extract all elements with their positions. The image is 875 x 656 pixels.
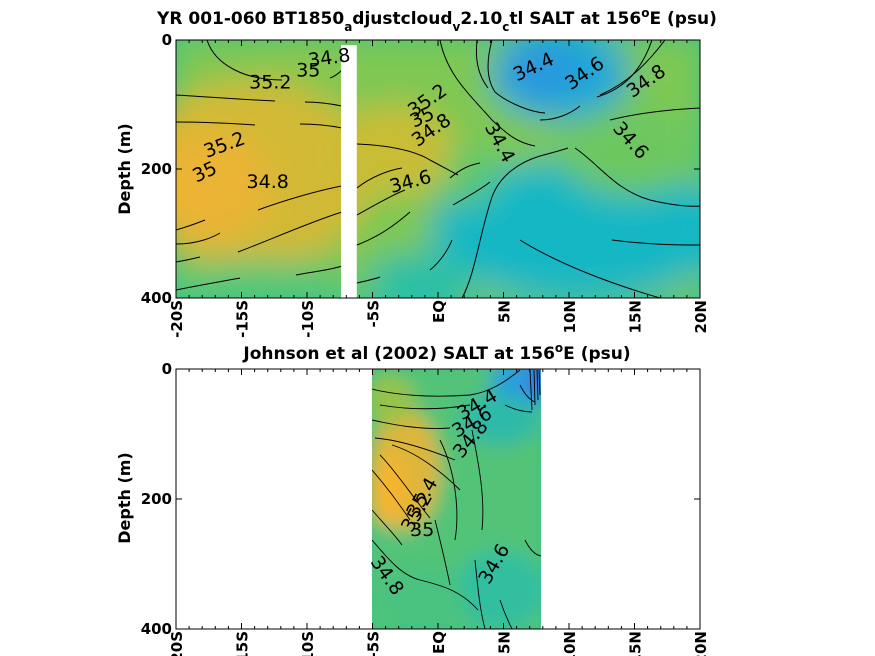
contour-label: 35.2 <box>249 72 291 94</box>
x-tick-label: -20S <box>168 631 186 656</box>
x-tick-label: -5S <box>365 300 383 327</box>
x-tick-label: -5S <box>365 631 383 656</box>
y-tick-label: 400 <box>141 289 172 307</box>
x-axis-observations: -20S -15S -10S -5S EQ 5N 10N 15N 20N <box>168 369 710 656</box>
y-axis-label-observations: Depth (m) <box>115 452 134 544</box>
chart-title-model: YR 001-060 BT1850adjustcloudv2.10ctl SAL… <box>156 6 717 34</box>
chart-title-observations: Johnson et al (2002) SALT at 156oE (psu) <box>242 341 630 364</box>
y-axis-observations: 0 200 400 <box>141 360 700 638</box>
x-tick-label: 20N <box>692 631 710 656</box>
x-tick-label: 10N <box>561 300 579 333</box>
x-tick-label: EQ <box>430 300 448 323</box>
x-tick-label: 15N <box>627 300 645 333</box>
x-tick-label: 5N <box>496 631 514 654</box>
x-tick-label: -15S <box>234 631 252 656</box>
x-tick-label: EQ <box>430 631 448 654</box>
panel-model: YR 001-060 BT1850adjustcloudv2.10ctl SAL… <box>115 6 717 338</box>
missing-data-strip <box>341 45 357 298</box>
salinity-field-model <box>176 40 700 298</box>
x-tick-label: -15S <box>234 300 252 338</box>
x-tick-label: 15N <box>627 631 645 656</box>
x-tick-label: 20N <box>692 300 710 333</box>
y-axis-label-model: Depth (m) <box>115 123 134 215</box>
contour-label: 35 <box>410 519 434 541</box>
x-tick-label: 10N <box>561 631 579 656</box>
panel-observations: Johnson et al (2002) SALT at 156oE (psu) <box>115 341 710 656</box>
contour-label: 34.8 <box>247 171 289 193</box>
contour-lines-model <box>176 40 700 298</box>
x-tick-label: -10S <box>299 300 317 338</box>
y-axis-model: 0 200 400 <box>141 31 700 307</box>
y-tick-label: 0 <box>162 31 172 49</box>
y-tick-label: 0 <box>162 360 172 378</box>
contour-lines-observations <box>372 369 541 629</box>
x-tick-label: -20S <box>168 300 186 338</box>
y-tick-label: 200 <box>141 160 172 178</box>
y-tick-label: 400 <box>141 620 172 638</box>
contour-label: 35 <box>296 59 320 81</box>
salinity-field-observations <box>372 369 541 629</box>
x-axis-model: -20S -15S -10S -5S EQ 5N 10N 15N 20N <box>168 40 710 338</box>
x-tick-label: -10S <box>299 631 317 656</box>
y-tick-label: 200 <box>141 490 172 508</box>
x-tick-label: 5N <box>496 300 514 323</box>
